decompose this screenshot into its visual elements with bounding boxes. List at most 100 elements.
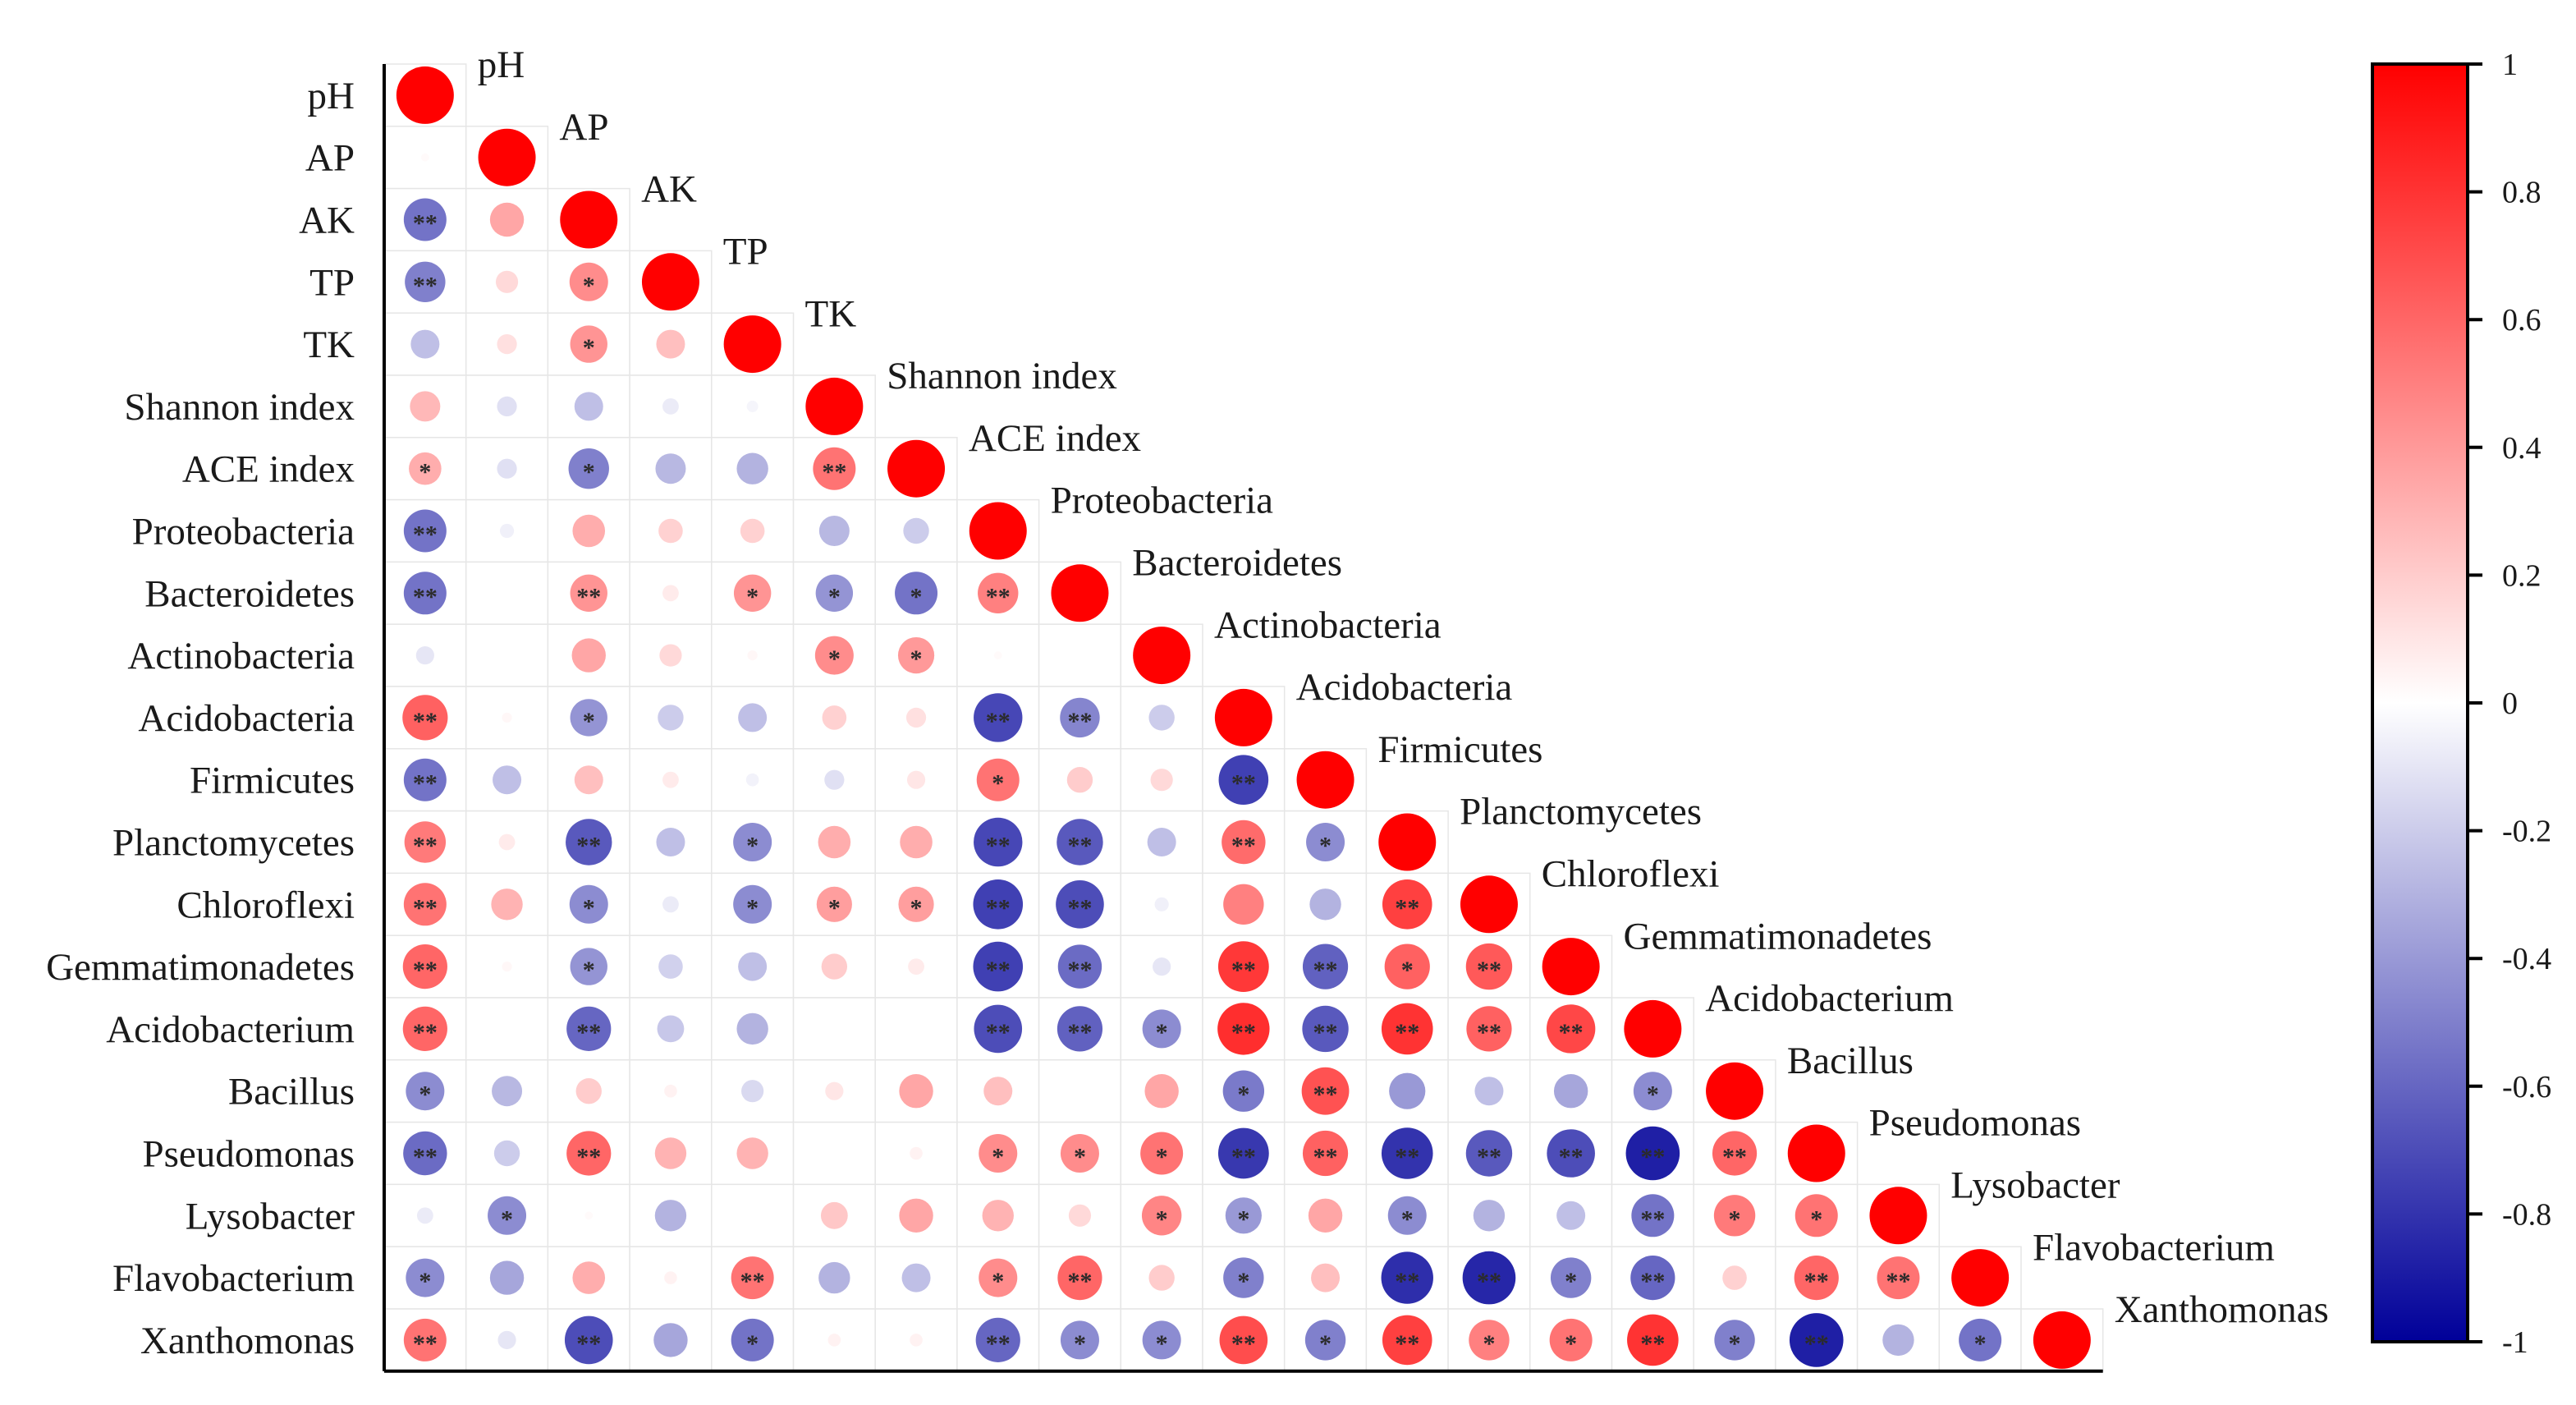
significance-stars: * — [746, 894, 759, 921]
correlation-circle — [747, 650, 758, 661]
correlation-circle — [1302, 1130, 1349, 1177]
correlation-circle — [497, 1330, 516, 1349]
significance-stars: ** — [576, 1019, 601, 1046]
correlation-circle — [584, 1211, 594, 1220]
correlation-circle — [1304, 1320, 1346, 1361]
correlation-circle — [901, 1263, 931, 1293]
correlation-circle — [495, 270, 519, 293]
correlation-circle — [570, 699, 607, 737]
correlation-circle — [733, 823, 772, 861]
significance-stars: ** — [1313, 1144, 1338, 1171]
matrix-cell — [956, 1183, 1040, 1247]
correlation-circle — [738, 703, 768, 732]
correlation-circle — [1225, 1197, 1262, 1234]
column-label: Lysobacter — [1950, 1164, 2120, 1207]
correlation-circle — [568, 448, 609, 489]
correlation-circle — [1706, 1062, 1764, 1120]
correlation-circle — [478, 128, 536, 186]
correlation-circle — [1473, 1200, 1506, 1232]
significance-stars: * — [1565, 1268, 1577, 1295]
colorbar-ticks: 1 0.8 0.6 0.4 0.2 0 -0.2 -0.4 -0.6 -0.8 -1 — [2468, 48, 2551, 1360]
significance-stars: ** — [413, 1019, 438, 1046]
significance-stars: ** — [413, 583, 438, 610]
significance-stars: ** — [1477, 1268, 1501, 1295]
correlation-circle — [1308, 1198, 1343, 1233]
correlation-circle — [1381, 1251, 1433, 1304]
correlation-circle — [1462, 1251, 1516, 1305]
row-label: Proteobacteria — [132, 511, 355, 553]
row-label: Flavobacterium — [112, 1257, 355, 1300]
column-label: Flavobacterium — [2033, 1226, 2275, 1269]
correlation-circle — [887, 439, 946, 498]
correlation-circle — [910, 1334, 923, 1347]
correlation-circle — [1142, 1320, 1181, 1360]
significance-stars: ** — [1804, 1330, 1829, 1357]
correlation-circle — [827, 1334, 841, 1347]
significance-stars: ** — [1231, 1330, 1256, 1357]
significance-stars: ** — [1067, 708, 1092, 735]
significance-stars: ** — [986, 583, 1011, 610]
significance-stars: * — [419, 459, 431, 486]
significance-stars: ** — [576, 583, 601, 610]
correlation-circle — [569, 262, 608, 301]
correlation-circle — [403, 572, 447, 615]
correlation-circle — [498, 833, 516, 851]
correlation-circle — [1381, 1003, 1433, 1055]
correlation-circle — [402, 695, 448, 741]
correlation-circle — [493, 1140, 520, 1167]
colorbar — [2371, 62, 2469, 1343]
row-label: Planctomycetes — [112, 822, 355, 865]
row-label: TK — [303, 324, 355, 366]
correlation-circle — [741, 1080, 764, 1103]
significance-stars: ** — [1477, 1019, 1501, 1046]
correlation-circle — [1302, 944, 1349, 989]
column-label: ACE index — [969, 417, 1141, 460]
row-label: Actinobacteria — [127, 635, 355, 677]
correlation-circle — [898, 886, 934, 922]
correlation-circle — [1465, 943, 1513, 990]
correlation-circle — [654, 1200, 687, 1232]
column-label: Bacteroidetes — [1132, 542, 1342, 585]
correlation-circle — [489, 202, 525, 237]
significance-stars: ** — [413, 272, 438, 299]
significance-stars: * — [1401, 1205, 1414, 1233]
correlation-circle — [1060, 1134, 1099, 1173]
correlation-circle — [736, 1137, 768, 1169]
column-label: Shannon index — [887, 355, 1117, 397]
significance-stars: ** — [740, 1268, 765, 1295]
row-label: AP — [305, 137, 355, 180]
row-label: AK — [299, 200, 355, 242]
correlation-circle — [976, 758, 1020, 801]
correlation-circle — [662, 771, 679, 788]
correlation-circle — [1148, 1265, 1175, 1291]
correlation-circle — [825, 1081, 844, 1100]
significance-stars: ** — [1804, 1268, 1829, 1295]
correlation-circle — [497, 396, 517, 416]
significance-stars: * — [1319, 833, 1332, 860]
significance-stars: ** — [1231, 770, 1256, 797]
correlation-circle — [1150, 769, 1173, 792]
correlation-circle — [657, 1015, 685, 1043]
correlation-circle — [1147, 828, 1176, 856]
column-label: Planctomycetes — [1460, 791, 1702, 833]
correlation-circle — [1869, 1187, 1927, 1245]
correlation-circle — [731, 1256, 774, 1300]
correlation-circle — [1057, 1256, 1102, 1301]
significance-stars: * — [1156, 1330, 1168, 1357]
correlation-circle — [406, 1072, 445, 1111]
correlation-circle — [1144, 1074, 1179, 1109]
correlation-circle — [1218, 755, 1269, 805]
significance-stars: * — [1156, 1144, 1168, 1171]
significance-stars: * — [1729, 1330, 1741, 1357]
correlation-circle — [403, 883, 447, 926]
significance-stars: ** — [1722, 1144, 1747, 1171]
significance-stars: * — [583, 334, 595, 361]
significance-stars: * — [583, 957, 595, 984]
correlation-circle — [1142, 1009, 1181, 1049]
correlation-circle — [1154, 897, 1169, 911]
column-label: AK — [641, 168, 697, 211]
correlation-circle — [816, 886, 852, 922]
correlation-circle — [1959, 1318, 2002, 1361]
correlation-circle — [664, 1271, 677, 1284]
correlation-circle — [818, 1261, 850, 1294]
